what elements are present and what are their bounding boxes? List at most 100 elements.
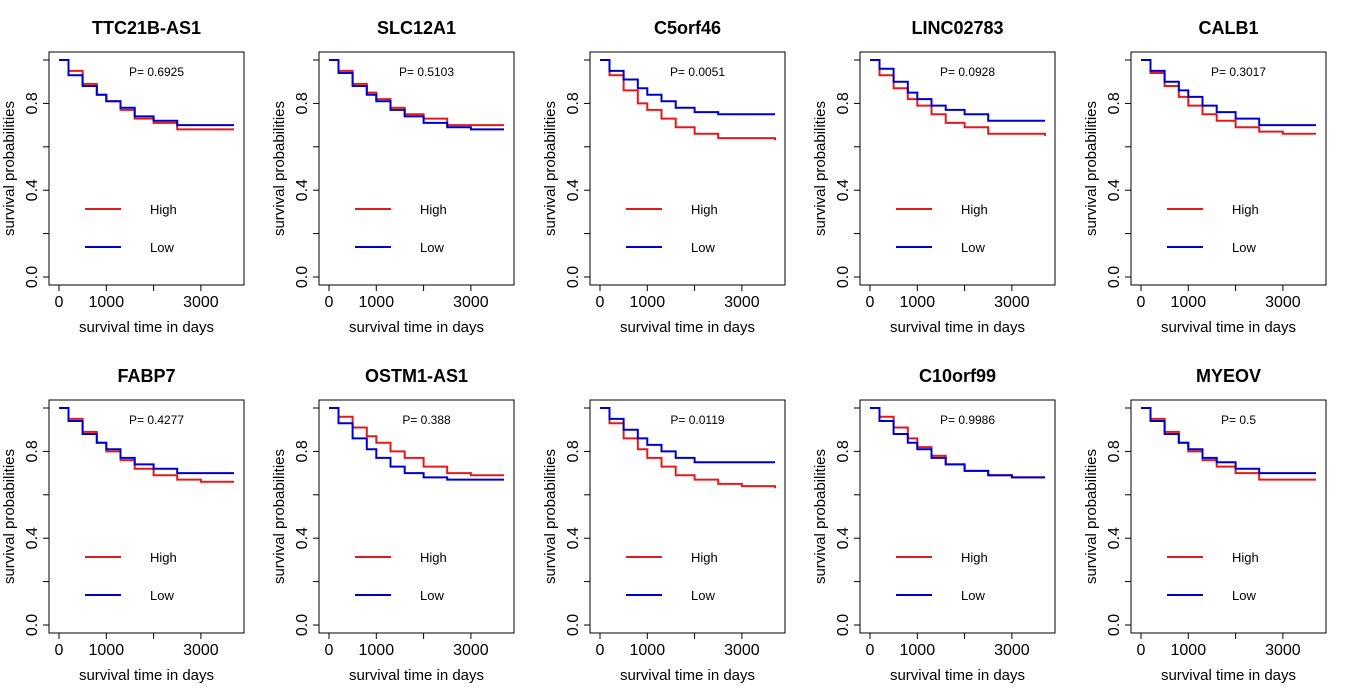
km-curve-low: [1141, 407, 1316, 475]
x-axis-label: survival time in days: [1161, 667, 1296, 684]
x-axis-label: survival time in days: [620, 667, 755, 684]
y-axis-label: survival probabilities: [1083, 449, 1100, 584]
x-tick-label: 3000: [1265, 642, 1301, 659]
x-tick-label: 3000: [453, 642, 489, 659]
km-panel: 0 1000 3000 survival time in days 0.0 0.4 0.8 s…: [542, 399, 786, 684]
p-value-label: P= 0.9986: [940, 413, 995, 427]
y-tick-label: 0.4: [1106, 527, 1123, 549]
x-tick-label: 0: [55, 642, 64, 659]
x-tick-label: 3000: [183, 294, 219, 311]
y-axis-label: survival probabilities: [271, 101, 288, 236]
km-curve-high: [329, 407, 504, 477]
plot-frame: [318, 51, 515, 286]
x-axis-label: survival time in days: [79, 667, 214, 684]
y-tick-label: 0.4: [565, 527, 582, 549]
legend-label-high: High: [691, 202, 718, 217]
p-value-label: P= 0.6925: [129, 65, 184, 79]
panel-title: OSTM1-AS1: [365, 366, 468, 386]
y-tick-label: 0.8: [565, 92, 582, 114]
x-tick-label: 0: [866, 294, 875, 311]
km-curve-low: [1141, 59, 1316, 127]
y-tick-label: 0.8: [565, 440, 582, 462]
p-value-label: P= 0.0928: [940, 65, 995, 79]
p-value-label: P= 0.388: [402, 413, 451, 427]
x-tick-label: 0: [596, 642, 605, 659]
km-curve-low: [600, 407, 775, 464]
legend-label-high: High: [691, 550, 718, 565]
x-tick-label: 1000: [900, 294, 936, 311]
x-tick-label: 3000: [453, 294, 489, 311]
y-tick-label: 0.4: [24, 179, 41, 201]
legend-label-low: Low: [150, 240, 174, 255]
km-curve-low: [59, 59, 234, 127]
x-axis-label: survival time in days: [79, 319, 214, 336]
km-curve-low: [600, 59, 775, 116]
km-curve-low: [870, 407, 1045, 479]
x-tick-label: 3000: [724, 642, 760, 659]
y-tick-label: 0.0: [835, 614, 852, 636]
x-tick-label: 0: [325, 642, 334, 659]
y-tick-label: 0.8: [835, 92, 852, 114]
x-tick-label: 3000: [994, 294, 1030, 311]
x-tick-label: 1000: [89, 642, 125, 659]
legend-label-high: High: [420, 202, 447, 217]
y-tick-label: 0.0: [294, 266, 311, 288]
x-axis-label: survival time in days: [890, 319, 1025, 336]
x-tick-label: 1000: [359, 642, 395, 659]
panel-title: C5orf46: [654, 18, 721, 38]
y-tick-label: 0.8: [1106, 92, 1123, 114]
legend-label-high: High: [150, 550, 177, 565]
x-axis-label: survival time in days: [890, 667, 1025, 684]
km-curve-low: [59, 407, 234, 475]
plot-frame: [48, 399, 245, 634]
legend-label-low: Low: [691, 240, 715, 255]
y-tick-label: 0.0: [1106, 266, 1123, 288]
plot-frame: [1130, 51, 1327, 286]
x-tick-label: 3000: [724, 294, 760, 311]
legend-label-high: High: [1232, 202, 1259, 217]
panel-title: CALB1: [1198, 18, 1258, 38]
legend-label-high: High: [420, 550, 447, 565]
x-tick-label: 0: [596, 294, 605, 311]
plot-frame: [859, 51, 1056, 286]
x-tick-label: 0: [1137, 642, 1146, 659]
km-panel: TTC21B-AS1 0 1000 3000 survival time in days…: [1, 18, 245, 336]
km-curve-high: [600, 407, 776, 489]
p-value-label: P= 0.0051: [670, 65, 725, 79]
y-tick-label: 0.4: [294, 527, 311, 549]
plot-frame: [48, 51, 245, 286]
x-axis-label: survival time in days: [349, 319, 484, 336]
km-panel: CALB1 0 1000 3000 survival time in days 0.0 0.…: [1083, 18, 1327, 336]
y-axis-label: survival probabilities: [271, 449, 288, 584]
y-tick-label: 0.0: [565, 614, 582, 636]
legend-label-high: High: [150, 202, 177, 217]
y-tick-label: 0.8: [835, 440, 852, 462]
legend-label-low: Low: [420, 588, 444, 603]
legend-label-low: Low: [420, 240, 444, 255]
x-tick-label: 3000: [183, 642, 219, 659]
legend-label-low: Low: [1232, 588, 1256, 603]
p-value-label: P= 0.5103: [399, 65, 454, 79]
y-tick-label: 0.0: [24, 266, 41, 288]
x-tick-label: 1000: [1171, 642, 1207, 659]
km-panel: C5orf46 0 1000 3000 survival time in days 0.0…: [542, 18, 786, 336]
x-tick-label: 0: [1137, 294, 1146, 311]
p-value-label: P= 0.0119: [670, 413, 724, 427]
x-tick-label: 0: [55, 294, 64, 311]
y-tick-label: 0.0: [565, 266, 582, 288]
y-tick-label: 0.4: [294, 179, 311, 201]
legend-label-high: High: [961, 550, 988, 565]
y-tick-label: 0.8: [294, 92, 311, 114]
plot-frame: [589, 51, 786, 286]
x-tick-label: 1000: [630, 642, 666, 659]
legend-label-low: Low: [961, 240, 985, 255]
x-tick-label: 3000: [1265, 294, 1301, 311]
km-panel: LINC02783 0 1000 3000 survival time in days 0…: [812, 18, 1056, 336]
km-curve-low: [870, 59, 1045, 122]
km-panel: C10orf99 0 1000 3000 survival time in days 0.…: [812, 366, 1056, 684]
y-axis-label: survival probabilities: [812, 101, 829, 236]
legend-label-low: Low: [961, 588, 985, 603]
km-curve-low: [329, 407, 504, 481]
km-panel: SLC12A1 0 1000 3000 survival time in days 0.0…: [271, 18, 515, 336]
